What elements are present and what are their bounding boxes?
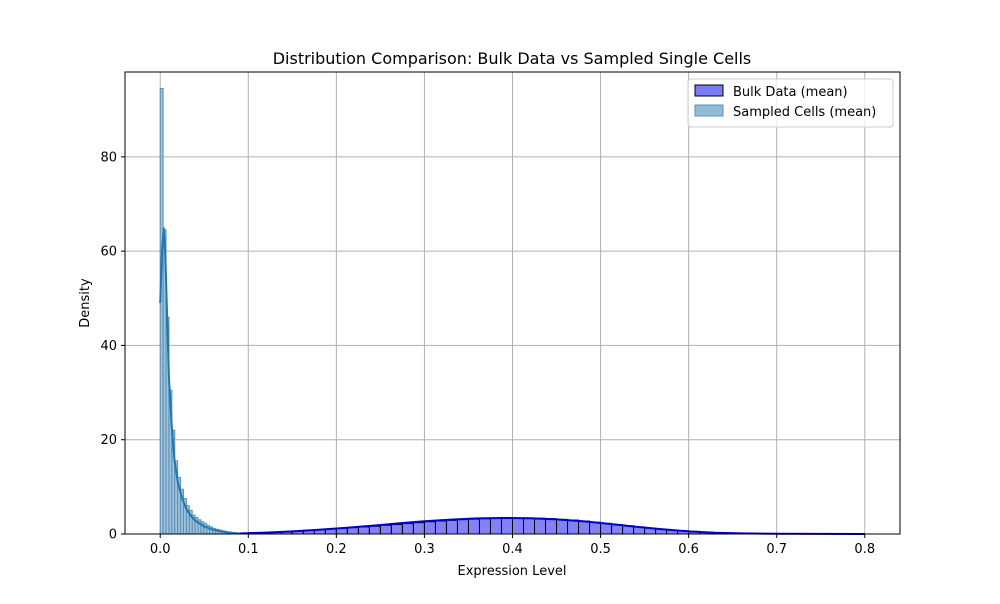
x-tick-label: 0.0 xyxy=(150,542,171,557)
x-tick-label: 0.3 xyxy=(414,542,435,557)
bulk-bar xyxy=(358,527,369,534)
x-tick-label: 0.5 xyxy=(590,542,611,557)
bulk-bar xyxy=(501,518,512,534)
bulk-bar xyxy=(524,518,535,534)
legend-label-cells: Sampled Cells (mean) xyxy=(733,105,876,120)
chart-title: Distribution Comparison: Bulk Data vs Sa… xyxy=(273,49,752,68)
bulk-bar xyxy=(468,519,479,534)
bulk-bar xyxy=(557,519,568,534)
x-tick-label: 0.7 xyxy=(766,542,787,557)
bulk-bar xyxy=(546,519,557,534)
y-tick-label: 60 xyxy=(100,245,117,260)
bulk-bar xyxy=(424,522,435,534)
y-tick-label: 80 xyxy=(100,150,117,165)
x-axis-label: Expression Level xyxy=(457,564,566,579)
bulk-bar xyxy=(446,520,457,534)
sampled-cells-bars xyxy=(160,89,241,535)
y-tick-label: 0 xyxy=(109,528,117,543)
bulk-bar xyxy=(601,523,612,534)
bulk-bar xyxy=(535,518,546,534)
bulk-bar xyxy=(479,519,490,534)
legend-label-bulk: Bulk Data (mean) xyxy=(733,85,848,100)
bulk-bar xyxy=(568,520,579,534)
legend-swatch-cells xyxy=(695,105,723,116)
bulk-bar xyxy=(380,525,391,534)
bulk-bar xyxy=(457,520,468,534)
bulk-bar xyxy=(391,525,402,534)
bulk-bar xyxy=(435,521,446,534)
y-tick-label: 40 xyxy=(100,339,117,354)
bulk-bar xyxy=(369,526,380,534)
x-tick-label: 0.8 xyxy=(854,542,875,557)
y-tick-label: 20 xyxy=(100,433,117,448)
axis-ticks: 0.0 0.1 0.2 0.3 0.4 0.5 0.6 0.7 0.8 0 20 40 60 80 xyxy=(100,150,875,557)
bulk-bar xyxy=(579,521,590,534)
x-tick-label: 0.1 xyxy=(238,542,259,557)
bulk-bar xyxy=(402,524,413,534)
bulk-bar xyxy=(513,518,524,534)
legend: Bulk Data (mean) Sampled Cells (mean) xyxy=(688,79,893,127)
bulk-bar xyxy=(590,522,601,534)
x-tick-label: 0.4 xyxy=(502,542,523,557)
y-axis-label: Density xyxy=(78,278,93,328)
bulk-bar xyxy=(490,518,501,534)
bulk-bar xyxy=(413,523,424,534)
x-tick-label: 0.6 xyxy=(678,542,699,557)
grid-lines xyxy=(125,72,900,534)
x-tick-label: 0.2 xyxy=(326,542,347,557)
legend-swatch-bulk xyxy=(695,85,723,96)
